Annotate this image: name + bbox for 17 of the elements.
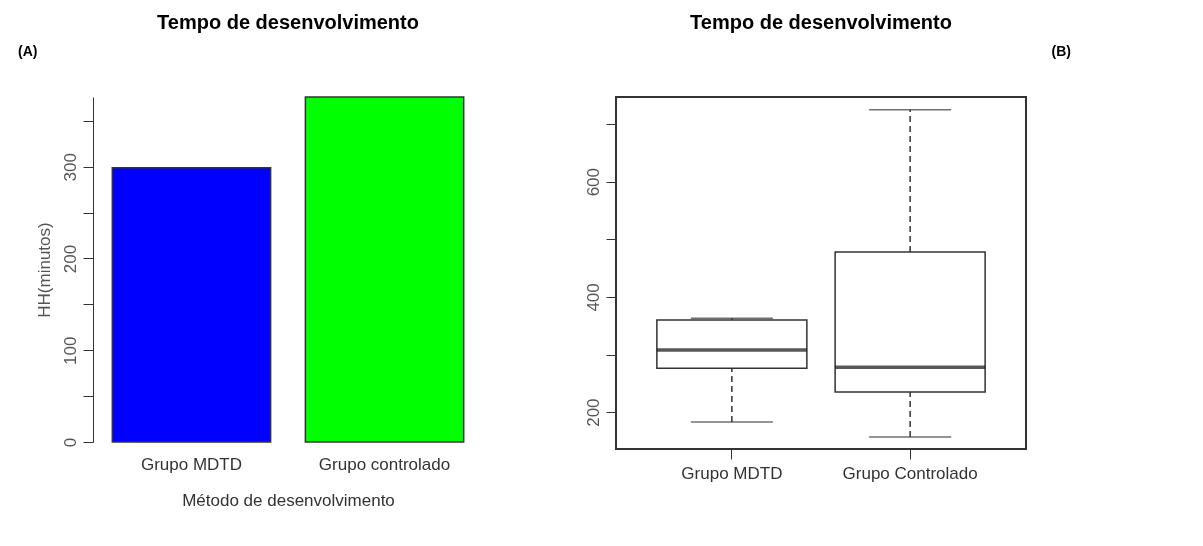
text: (A) (18, 43, 38, 59)
x-axis-title: Método de desenvolvimento (182, 490, 395, 510)
y-tick-label: 200 (60, 244, 80, 274)
chart-title: Tempo de desenvolvimento (157, 11, 419, 33)
y-axis-title: HH(minutos) (34, 222, 54, 318)
x-tick-label: Grupo Controlado (842, 463, 978, 483)
y-tick-label: 400 (583, 283, 603, 312)
chart-title: Tempo de desenvolvimento (690, 11, 952, 33)
y-tick-label: 600 (583, 168, 603, 197)
y-tick-label: 100 (60, 336, 80, 365)
x-tick-label: Grupo controlado (318, 454, 451, 474)
y-tick-label: 0 (60, 437, 80, 448)
x-tick-label: Grupo MDTD (140, 454, 242, 474)
x-tick-label: Grupo MDTD (681, 463, 783, 483)
text: (B) (1051, 43, 1071, 59)
y-tick-label: 200 (583, 398, 603, 427)
y-tick-label: 300 (60, 153, 80, 182)
